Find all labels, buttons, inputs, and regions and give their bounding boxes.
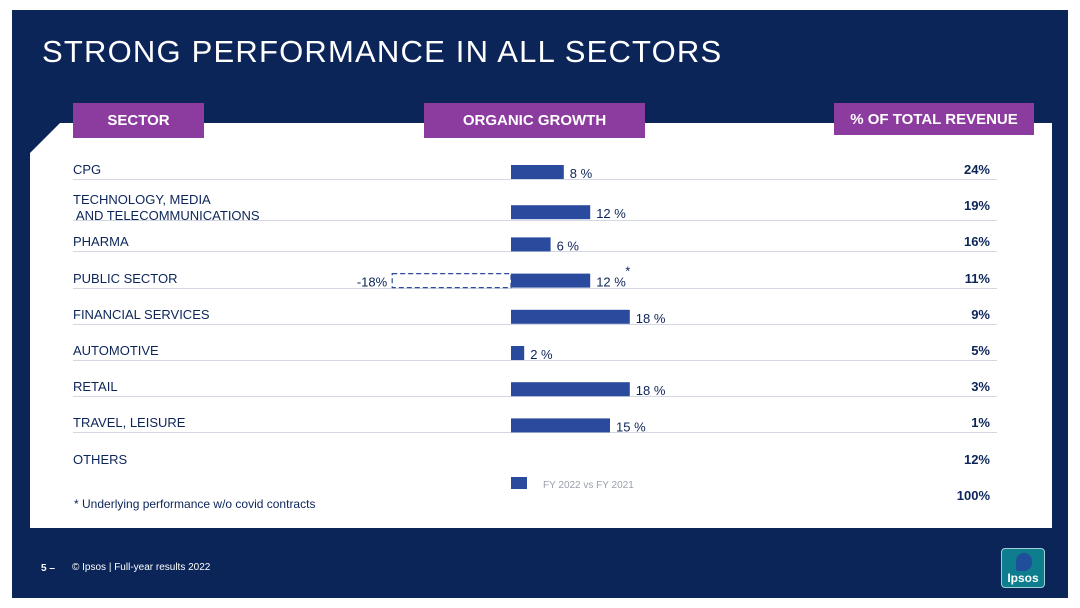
growth-data-label: 12 % bbox=[596, 206, 626, 221]
sector-label-line: TRAVEL, LEISURE bbox=[73, 415, 186, 431]
growth-data-label: 8 % bbox=[570, 166, 593, 181]
growth-bar bbox=[511, 273, 591, 288]
legend-label: FY 2022 vs FY 2021 bbox=[543, 480, 634, 491]
revenue-value: 12% bbox=[963, 451, 990, 467]
legend-swatch bbox=[511, 477, 527, 489]
growth-bar bbox=[511, 382, 630, 397]
growth-bar bbox=[511, 165, 564, 179]
sector-label: CPG bbox=[73, 162, 101, 178]
sector-label-line: PHARMA bbox=[73, 234, 129, 250]
logo-mark-icon bbox=[1016, 553, 1032, 571]
organic-growth-header: ORGANIC GROWTH bbox=[424, 103, 645, 138]
page-title: STRONG PERFORMANCE IN ALL SECTORS bbox=[42, 34, 723, 69]
sector-label: FINANCIAL SERVICES bbox=[73, 307, 210, 323]
revenue-value: 11% bbox=[964, 270, 990, 286]
content-card bbox=[30, 123, 1052, 528]
revenue-value: 19% bbox=[963, 198, 990, 214]
asterisk-mark: * bbox=[625, 264, 630, 279]
row-separator bbox=[73, 220, 997, 222]
slide: STRONG PERFORMANCE IN ALL SECTORS SECTOR… bbox=[12, 10, 1068, 598]
sector-label-line: FINANCIAL SERVICES bbox=[73, 306, 210, 322]
sector-label: OTHERS bbox=[73, 452, 127, 468]
growth-bar bbox=[511, 309, 630, 324]
growth-bar bbox=[511, 237, 551, 252]
growth-bar-chart: 8 %12 %6 %12 %*-18%18 %2 %18 %15 %FY 202… bbox=[357, 165, 666, 491]
sector-label: PUBLIC SECTOR bbox=[73, 271, 178, 287]
sector-label-line: OTHERS bbox=[73, 451, 128, 467]
page-number: 5 – bbox=[41, 563, 55, 574]
sector-label-line: RETAIL bbox=[73, 379, 118, 395]
row-separator bbox=[73, 432, 997, 434]
logo-text: Ipsos bbox=[1007, 571, 1039, 585]
revenue-value: 9% bbox=[971, 306, 990, 322]
sector-label: RETAIL bbox=[73, 379, 118, 395]
row-separator bbox=[73, 179, 997, 180]
growth-data-label: 12 % bbox=[596, 275, 626, 290]
copyright: © Ipsos | Full-year results 2022 bbox=[72, 562, 211, 573]
ipsos-logo: Ipsos bbox=[1001, 548, 1045, 588]
growth-data-label: 6 % bbox=[557, 238, 580, 253]
revenue-value: 16% bbox=[963, 234, 990, 250]
revenue-value: 1% bbox=[971, 415, 990, 431]
growth-data-label: 18 % bbox=[636, 311, 666, 326]
sector-label: AUTOMOTIVE bbox=[73, 343, 159, 359]
reported-growth-label: -18% bbox=[357, 275, 388, 290]
sector-label-line: CPG bbox=[73, 162, 102, 177]
growth-bar bbox=[511, 346, 525, 360]
row-separator bbox=[73, 251, 997, 253]
sector-label-line: AND TELECOMMUNICATIONS bbox=[73, 208, 260, 224]
sector-header: SECTOR bbox=[73, 103, 204, 138]
sector-label: TRAVEL, LEISURE bbox=[73, 415, 185, 431]
row-separator bbox=[73, 360, 997, 361]
revenue-value: 3% bbox=[971, 379, 990, 395]
footnote: * Underlying performance w/o covid contr… bbox=[74, 497, 316, 511]
revenue-value: 24% bbox=[963, 162, 990, 177]
row-separator bbox=[73, 323, 997, 325]
sector-label-line: TECHNOLOGY, MEDIA bbox=[73, 192, 211, 208]
growth-data-label: 2 % bbox=[530, 347, 553, 362]
revenue-header: % OF TOTAL REVENUE bbox=[834, 103, 1034, 135]
growth-data-label: 18 % bbox=[636, 383, 666, 398]
sector-label: PHARMA bbox=[73, 234, 129, 250]
revenue-value: 5% bbox=[971, 343, 990, 358]
reported-growth-bar bbox=[391, 273, 512, 289]
sector-label-line: PUBLIC SECTOR bbox=[73, 270, 178, 286]
sector-label-line: AUTOMOTIVE bbox=[73, 343, 159, 358]
sector-label: TECHNOLOGY, MEDIA AND TELECOMMUNICATIONS bbox=[73, 192, 260, 224]
growth-bar bbox=[511, 418, 610, 433]
growth-bar bbox=[511, 205, 591, 220]
growth-data-label: 15 % bbox=[616, 419, 646, 434]
total-revenue: 100% bbox=[956, 488, 990, 503]
row-separator bbox=[73, 396, 997, 398]
row-separator bbox=[73, 287, 997, 289]
